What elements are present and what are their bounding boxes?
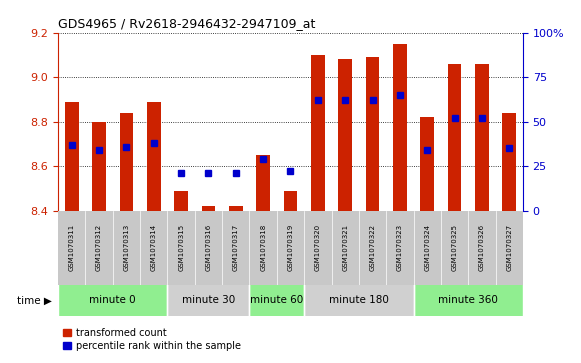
Bar bbox=[256, 155, 270, 211]
Text: GSM1070315: GSM1070315 bbox=[178, 224, 184, 271]
Bar bbox=[277, 211, 304, 285]
Text: GSM1070327: GSM1070327 bbox=[506, 224, 512, 271]
Bar bbox=[496, 211, 523, 285]
Bar bbox=[85, 211, 113, 285]
Bar bbox=[195, 211, 222, 285]
Text: minute 0: minute 0 bbox=[89, 295, 136, 305]
Text: GSM1070317: GSM1070317 bbox=[233, 224, 239, 272]
Text: GSM1070322: GSM1070322 bbox=[370, 224, 375, 271]
Bar bbox=[414, 211, 441, 285]
Bar bbox=[140, 211, 167, 285]
Bar bbox=[167, 285, 249, 316]
Bar bbox=[359, 211, 386, 285]
Bar bbox=[113, 211, 140, 285]
Text: minute 360: minute 360 bbox=[438, 295, 498, 305]
Text: GDS4965 / Rv2618-2946432-2947109_at: GDS4965 / Rv2618-2946432-2947109_at bbox=[58, 17, 315, 30]
Bar bbox=[229, 206, 243, 211]
Bar bbox=[304, 211, 332, 285]
Bar bbox=[448, 64, 461, 211]
Bar bbox=[167, 211, 195, 285]
Bar bbox=[386, 211, 414, 285]
Bar bbox=[393, 44, 407, 211]
Bar bbox=[311, 55, 325, 211]
Bar bbox=[222, 211, 249, 285]
Text: GSM1070319: GSM1070319 bbox=[288, 224, 293, 272]
Text: time ▶: time ▶ bbox=[17, 295, 52, 305]
Bar bbox=[421, 117, 434, 211]
Bar bbox=[202, 206, 216, 211]
Bar bbox=[58, 211, 85, 285]
Bar bbox=[284, 191, 297, 211]
Text: GSM1070321: GSM1070321 bbox=[342, 224, 348, 271]
Bar bbox=[120, 113, 133, 211]
Bar bbox=[304, 285, 414, 316]
Legend: transformed count, percentile rank within the sample: transformed count, percentile rank withi… bbox=[63, 328, 241, 351]
Text: GSM1070311: GSM1070311 bbox=[69, 224, 75, 272]
Bar bbox=[441, 211, 468, 285]
Bar bbox=[92, 122, 106, 211]
Text: GSM1070324: GSM1070324 bbox=[424, 224, 430, 271]
Text: minute 180: minute 180 bbox=[329, 295, 389, 305]
Bar bbox=[414, 285, 523, 316]
Text: minute 60: minute 60 bbox=[250, 295, 303, 305]
Bar bbox=[468, 211, 496, 285]
Text: GSM1070323: GSM1070323 bbox=[397, 224, 403, 271]
Bar bbox=[365, 57, 379, 211]
Bar bbox=[338, 59, 352, 211]
Bar bbox=[503, 113, 516, 211]
Bar bbox=[65, 102, 78, 211]
Bar bbox=[58, 285, 167, 316]
Text: GSM1070318: GSM1070318 bbox=[260, 224, 266, 272]
Text: GSM1070326: GSM1070326 bbox=[479, 224, 485, 271]
Text: GSM1070312: GSM1070312 bbox=[96, 224, 102, 271]
Bar bbox=[475, 64, 489, 211]
Bar bbox=[147, 102, 160, 211]
Text: minute 30: minute 30 bbox=[182, 295, 235, 305]
Bar bbox=[249, 211, 277, 285]
Text: GSM1070320: GSM1070320 bbox=[315, 224, 321, 271]
Text: GSM1070316: GSM1070316 bbox=[206, 224, 211, 272]
Bar bbox=[174, 191, 188, 211]
Bar bbox=[249, 285, 304, 316]
Text: GSM1070313: GSM1070313 bbox=[123, 224, 130, 272]
Bar bbox=[332, 211, 359, 285]
Text: GSM1070325: GSM1070325 bbox=[451, 224, 458, 271]
Text: GSM1070314: GSM1070314 bbox=[151, 224, 157, 271]
